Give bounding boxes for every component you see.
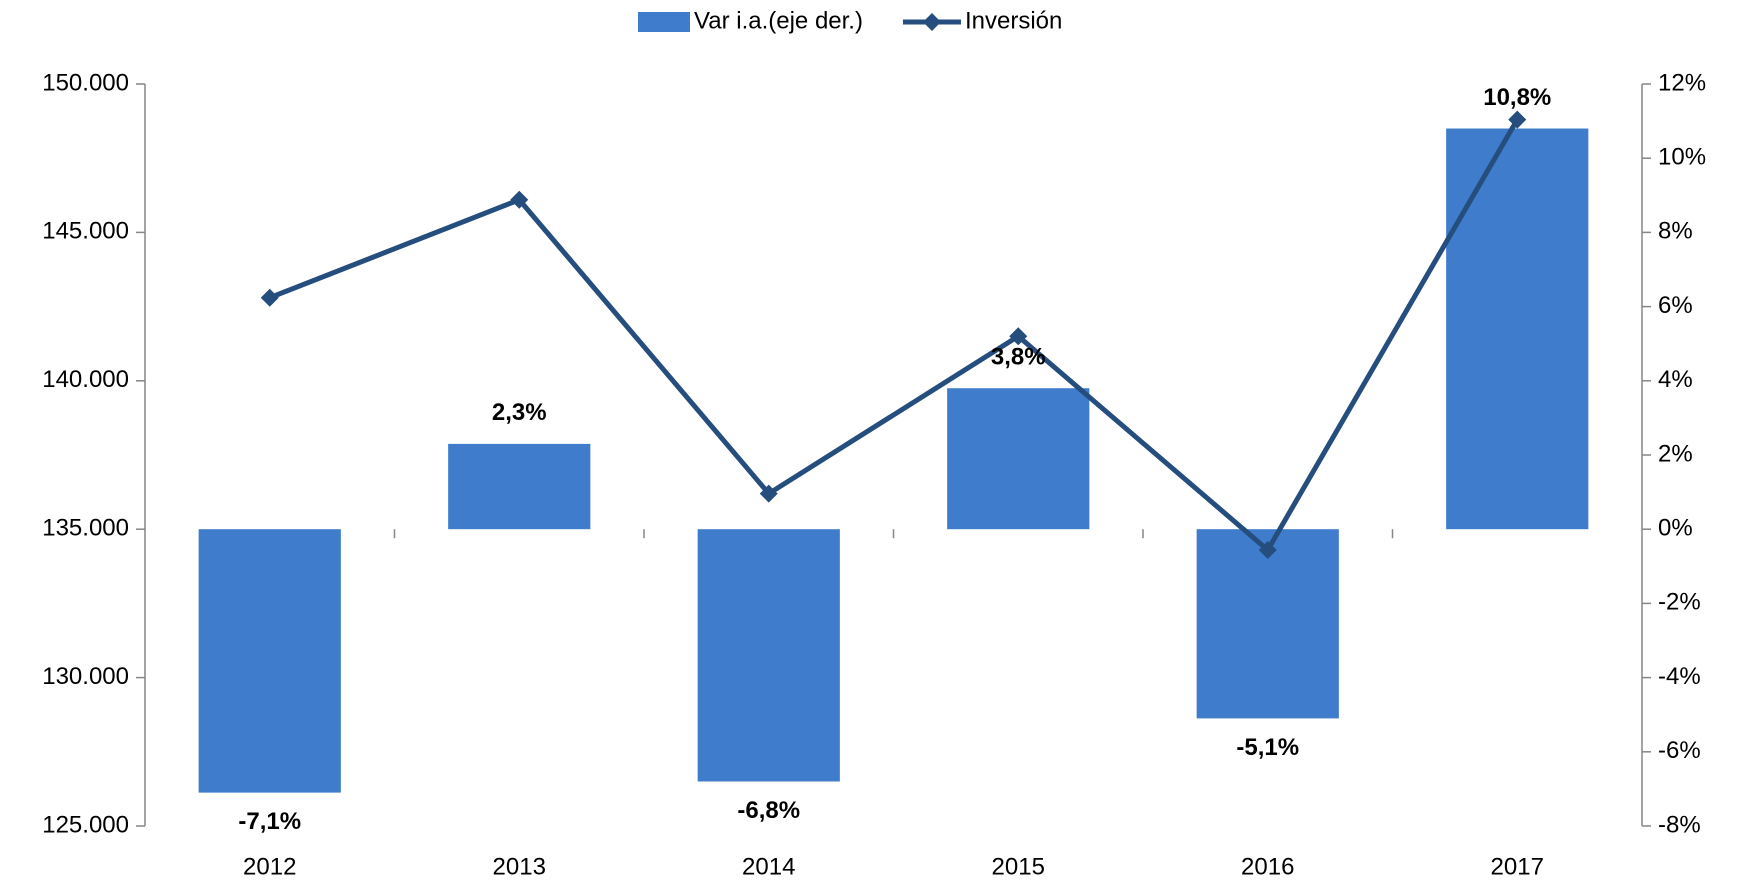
data-label: -6,8% <box>737 797 800 824</box>
y2-tick-label: -6% <box>1658 737 1701 764</box>
x-tick-label: 2015 <box>992 853 1045 880</box>
bar <box>448 443 591 530</box>
data-label: -7,1% <box>238 808 301 835</box>
marker <box>510 190 529 209</box>
marker <box>260 288 279 307</box>
bar <box>198 529 341 793</box>
x-tick-label: 2016 <box>1241 853 1294 880</box>
y-tick-label: 140.000 <box>42 366 129 393</box>
y2-tick-label: -2% <box>1658 589 1701 616</box>
legend-marker <box>922 13 941 31</box>
y2-tick-label: 12% <box>1658 69 1706 96</box>
data-label: 3,8% <box>991 344 1046 371</box>
y2-tick-label: 0% <box>1658 515 1693 542</box>
y2-tick-label: 6% <box>1658 292 1693 319</box>
line <box>268 118 1520 554</box>
y-tick-label: 150.000 <box>42 69 129 96</box>
x-tick-label: 2014 <box>742 853 795 880</box>
bar <box>1446 128 1589 530</box>
legend-swatch <box>638 12 690 32</box>
marker <box>1508 110 1527 129</box>
y2-tick-label: 8% <box>1658 218 1693 245</box>
legend-label: Inversión <box>965 7 1062 34</box>
x-tick-label: 2013 <box>493 853 546 880</box>
x-tick-label: 2017 <box>1491 853 1544 880</box>
data-label: -5,1% <box>1236 734 1299 761</box>
bar <box>1196 529 1339 719</box>
marker <box>759 484 778 503</box>
y-tick-label: 135.000 <box>42 515 129 542</box>
y2-tick-label: 10% <box>1658 144 1706 171</box>
marker <box>1009 327 1028 346</box>
legend-label: Var i.a.(eje der.) <box>694 7 863 34</box>
y2-tick-label: -8% <box>1658 811 1701 838</box>
data-label: 10,8% <box>1483 84 1551 111</box>
y-tick-label: 125.000 <box>42 811 129 838</box>
y2-tick-label: 4% <box>1658 366 1693 393</box>
bar <box>697 529 840 782</box>
data-label: 2,3% <box>492 399 547 426</box>
bar <box>947 388 1090 530</box>
y2-tick-label: -4% <box>1658 663 1701 690</box>
marker <box>1258 540 1277 559</box>
y2-tick-label: 2% <box>1658 440 1693 467</box>
x-tick-label: 2012 <box>243 853 296 880</box>
y-tick-label: 130.000 <box>42 663 129 690</box>
y-tick-label: 145.000 <box>42 218 129 245</box>
